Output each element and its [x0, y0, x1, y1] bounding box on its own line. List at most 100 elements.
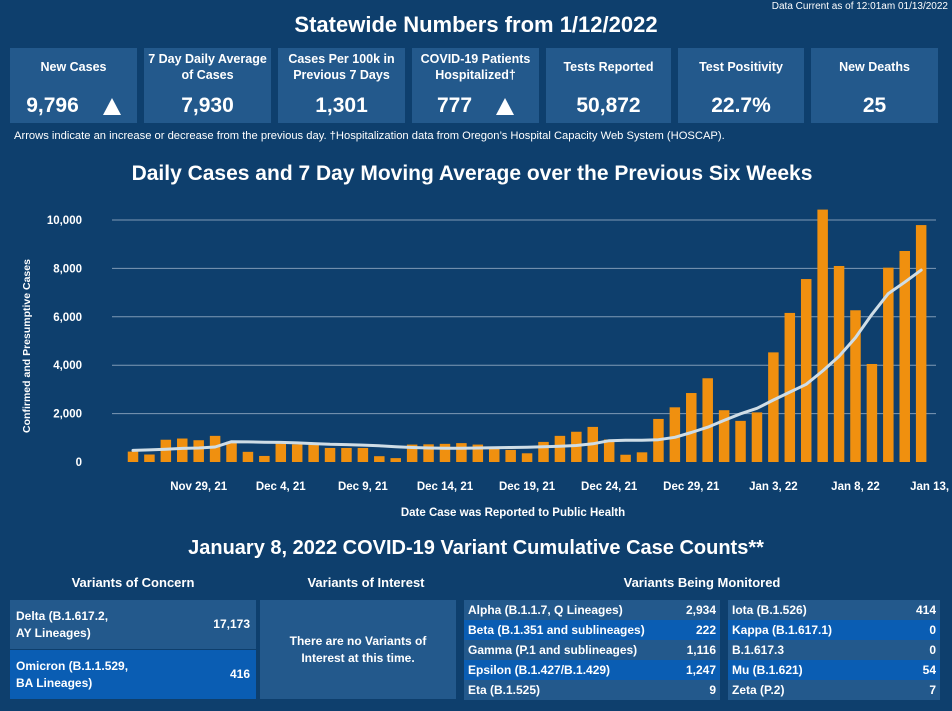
variant-count: 222	[695, 623, 716, 637]
kpi-label: New Cases	[40, 60, 107, 74]
kpi-value: 22.7%	[711, 94, 771, 117]
bar	[324, 447, 336, 462]
page-title: Statewide Numbers from 1/12/2022	[294, 12, 658, 37]
kpi-value: 9,796	[26, 94, 79, 117]
variant-of-concern-row: Omicron (B.1.1.529, BA Lineages) 416	[10, 650, 256, 699]
bar	[866, 363, 878, 462]
bar	[669, 407, 681, 462]
bar	[308, 444, 319, 462]
moving-average-series	[131, 268, 923, 452]
monitored-variant-row: B.1.617.3 0	[728, 640, 940, 660]
bar	[193, 440, 204, 462]
bar	[735, 420, 746, 462]
variant-count: 17,173	[213, 617, 250, 631]
bar	[472, 444, 484, 462]
variant-count: 0	[929, 643, 936, 657]
y-tick-label: 8,000	[53, 263, 82, 275]
kpi-value: 50,872	[576, 94, 641, 117]
y-tick-label: 0	[76, 457, 82, 469]
variant-of-concern-row: Delta (B.1.617.2, AY Lineages) 17,173	[10, 600, 256, 649]
bar	[226, 441, 237, 462]
variant-name: Gamma (P.1 and sublineages)	[468, 643, 638, 657]
monitored-variant-row: Gamma (P.1 and sublineages) 1,116	[464, 640, 720, 660]
bar	[209, 435, 221, 462]
footnote: Arrows indicate an increase or decrease …	[14, 130, 725, 142]
bar	[620, 454, 631, 462]
variant-name: Mu (B.1.621)	[732, 663, 803, 677]
kpi-7-day-average: 7 Day Daily Average of Cases 7,930	[144, 48, 271, 123]
bar	[915, 225, 927, 462]
kpi-new-cases: New Cases 9,796	[10, 48, 137, 123]
data-current-timestamp: Data Current as of 12:01am 01/13/2022	[771, 1, 948, 12]
variant-count: 7	[929, 683, 936, 697]
variants-of-interest-heading: Variants of Interest	[307, 575, 425, 590]
variant-count: 0	[929, 623, 936, 637]
bar	[768, 352, 779, 462]
bar	[751, 412, 763, 462]
bar	[456, 443, 467, 462]
up-arrow-icon	[496, 97, 515, 115]
bar	[702, 378, 713, 462]
bar	[341, 447, 352, 462]
kpi-label: Tests Reported	[563, 60, 654, 74]
kpi-value: 25	[862, 94, 887, 117]
variant-name-line: Omicron (B.1.1.529,	[16, 658, 129, 673]
x-tick-label: Jan 3, 22	[749, 481, 798, 493]
bar	[784, 312, 796, 462]
variant-count: 1,247	[685, 663, 716, 677]
bar	[439, 443, 451, 462]
bar	[160, 439, 172, 462]
x-tick-label: Nov 29, 21	[170, 481, 227, 493]
bar	[177, 438, 188, 462]
variant-name: Iota (B.1.526)	[732, 603, 807, 617]
bar	[603, 439, 615, 462]
monitored-variant-row: Zeta (P.2) 7	[728, 680, 940, 700]
x-tick-label: Dec 29, 21	[663, 481, 720, 493]
kpi-value: 777	[436, 94, 473, 117]
daily-cases-bars	[127, 209, 927, 462]
x-tick-label: Dec 24, 21	[581, 481, 638, 493]
bar	[357, 447, 369, 462]
kpi-tests-reported: Tests Reported 50,872	[546, 48, 671, 123]
variants-monitored-heading: Variants Being Monitored	[623, 575, 781, 590]
bar	[242, 451, 254, 462]
x-axis-ticks: Nov 29, 21 Dec 4, 21 Dec 9, 21 Dec 14, 21 De…	[170, 481, 952, 493]
monitored-variant-row: Kappa (B.1.617.1) 0	[728, 620, 940, 640]
kpi-hospitalized: COVID-19 Patients Hospitalized† 777	[412, 48, 539, 123]
variant-count: 1,116	[686, 643, 716, 657]
x-tick-label: Jan 8, 22	[831, 481, 880, 493]
bar	[538, 441, 549, 462]
variant-name: Omicron (B.1.1.529, BA Lineages)	[16, 658, 128, 692]
variant-name-line: BA Lineages)	[16, 675, 93, 690]
x-tick-label: Dec 4, 21	[256, 481, 306, 493]
variant-count: 416	[229, 667, 250, 681]
variant-name: Delta (B.1.617.2, AY Lineages)	[16, 608, 108, 642]
daily-cases-chart: 0 2,000 4,000 6,000 8,000 10,000 Nov 29, 21 De…	[21, 209, 952, 519]
variant-name: Alpha (B.1.1.7, Q Lineages)	[468, 603, 623, 617]
monitored-variant-row: Beta (B.1.351 and sublineages) 222	[464, 620, 720, 640]
variant-name: B.1.617.3	[732, 643, 785, 657]
variant-count: 54	[922, 663, 936, 677]
chart-title: Daily Cases and 7 Day Moving Average ove…	[131, 162, 813, 185]
variant-count: 9	[709, 683, 716, 697]
bar	[521, 453, 533, 462]
bar	[883, 267, 894, 462]
up-arrow-icon	[102, 97, 121, 115]
variants-of-interest-message: There are no Variants of Interest at thi…	[260, 600, 456, 699]
kpi-label: Cases Per 100k in Previous 7 Days	[288, 52, 395, 82]
bar	[144, 454, 155, 462]
bar	[390, 458, 401, 462]
kpi-label: 7 Day Daily Average of Cases	[148, 52, 267, 82]
bar	[291, 444, 303, 462]
monitored-variant-row: Alpha (B.1.1.7, Q Lineages) 2,934	[464, 600, 720, 620]
y-tick-label: 4,000	[53, 360, 82, 372]
kpi-label: New Deaths	[839, 60, 910, 74]
bar	[817, 209, 828, 462]
monitored-variant-row: Eta (B.1.525) 9	[464, 680, 720, 700]
bar	[899, 250, 910, 462]
kpi-value: 7,930	[181, 94, 234, 117]
variant-name-line: AY Lineages)	[16, 625, 91, 640]
y-axis-ticks: 0 2,000 4,000 6,000 8,000 10,000	[47, 215, 82, 469]
variant-count: 2,934	[685, 603, 716, 617]
kpi-label: COVID-19 Patients Hospitalized†	[420, 52, 531, 82]
